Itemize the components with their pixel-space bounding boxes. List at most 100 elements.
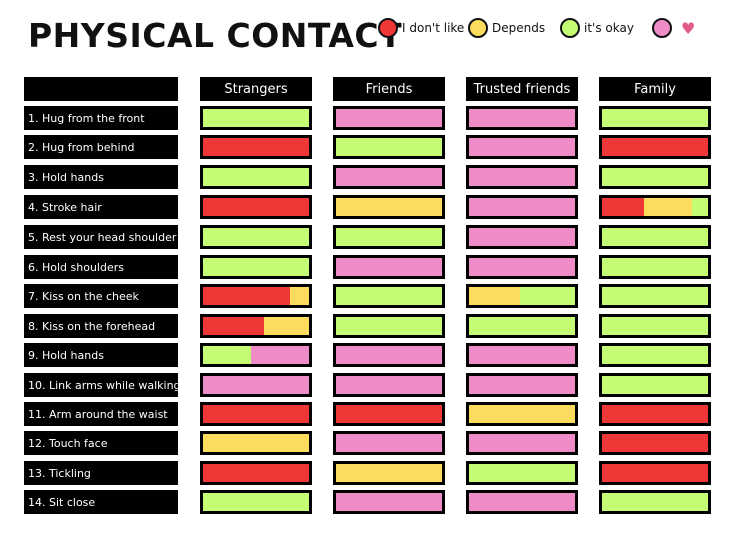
cell-segment-green (469, 464, 575, 482)
cell-segment-green (519, 287, 575, 305)
cell-segment-green (602, 376, 708, 394)
cell-segment-yellow (469, 405, 575, 423)
legend-item-green: it's okay (560, 18, 634, 38)
table-cell (466, 461, 578, 485)
legend-item-red: I don't like (378, 18, 464, 38)
cell-segment-pink (336, 376, 442, 394)
table-cell (333, 402, 445, 426)
cell-segment-green (203, 109, 309, 127)
legend-yellow-dot (468, 18, 488, 38)
table-cell (599, 106, 711, 130)
cell-segment-green (336, 228, 442, 246)
table-cell (333, 255, 445, 279)
cell-segment-red (602, 434, 708, 452)
cell-segment-green (602, 346, 708, 364)
row-label: 6. Hold shoulders (24, 255, 178, 279)
table-cell (333, 135, 445, 159)
row-label: 12. Touch face (24, 431, 178, 455)
cell-segment-red (602, 464, 708, 482)
table-cell (466, 490, 578, 514)
table-cell (599, 225, 711, 249)
cell-segment-pink (469, 138, 575, 156)
row-label: 5. Rest your head shoulder (24, 225, 178, 249)
cell-segment-green (203, 346, 251, 364)
table-cell (466, 373, 578, 397)
table-cell (599, 343, 711, 367)
page-title: PHYSICAL CONTACT (28, 16, 403, 55)
table-cell (466, 255, 578, 279)
cell-segment-green (602, 228, 708, 246)
table-cell (333, 461, 445, 485)
cell-segment-green (602, 109, 708, 127)
cell-segment-green (336, 138, 442, 156)
table-cell (200, 461, 312, 485)
table-cell (200, 373, 312, 397)
row-label: 1. Hug from the front (24, 106, 178, 130)
cell-segment-yellow (289, 287, 309, 305)
table-cell (200, 431, 312, 455)
cell-segment-green (203, 168, 309, 186)
cell-segment-pink (336, 109, 442, 127)
table-cell (200, 195, 312, 219)
cell-segment-pink (469, 376, 575, 394)
table-cell (333, 165, 445, 189)
table-cell (200, 284, 312, 308)
table-cell (466, 343, 578, 367)
cell-segment-red (602, 405, 708, 423)
table-cell (466, 225, 578, 249)
legend-item-pink: ♥ (652, 18, 695, 38)
table-cell (200, 106, 312, 130)
cell-segment-yellow (469, 287, 520, 305)
table-cell (200, 343, 312, 367)
table-cell (466, 284, 578, 308)
cell-segment-green (602, 168, 708, 186)
legend-label: I don't like (402, 21, 465, 35)
table-corner (24, 77, 178, 101)
row-label: 11. Arm around the waist (24, 402, 178, 426)
cell-segment-yellow (644, 198, 693, 216)
row-label: 7. Kiss on the cheek (24, 284, 178, 308)
table-cell (466, 165, 578, 189)
table-cell (466, 195, 578, 219)
cell-segment-yellow (336, 198, 442, 216)
table-cell (599, 431, 711, 455)
cell-segment-pink (469, 168, 575, 186)
cell-segment-pink (250, 346, 309, 364)
cell-segment-red (203, 464, 309, 482)
cell-segment-green (602, 258, 708, 276)
cell-segment-green (602, 493, 708, 511)
table-cell (599, 195, 711, 219)
row-label: 13. Tickling (24, 461, 178, 485)
table-cell (466, 135, 578, 159)
column-header-friends: Friends (333, 77, 445, 101)
table-cell (599, 373, 711, 397)
table-cell (200, 402, 312, 426)
table-cell (333, 225, 445, 249)
cell-segment-pink (336, 346, 442, 364)
table-cell (333, 373, 445, 397)
cell-segment-red (203, 198, 309, 216)
cell-segment-pink (469, 109, 575, 127)
cell-segment-yellow (336, 464, 442, 482)
cell-segment-yellow (264, 317, 309, 335)
cell-segment-pink (469, 493, 575, 511)
cell-segment-green (203, 228, 309, 246)
column-header-family: Family (599, 77, 711, 101)
cell-segment-red (203, 317, 265, 335)
cell-segment-pink (336, 258, 442, 276)
table-cell (599, 284, 711, 308)
row-label: 8. Kiss on the forehead (24, 314, 178, 338)
table-cell (333, 284, 445, 308)
cell-segment-red (203, 287, 290, 305)
legend-item-yellow: Depends (468, 18, 545, 38)
column-header-trusted-friends: Trusted friends (466, 77, 578, 101)
cell-segment-pink (469, 434, 575, 452)
row-label: 4. Stroke hair (24, 195, 178, 219)
cell-segment-green (336, 287, 442, 305)
row-label: 9. Hold hands (24, 343, 178, 367)
cell-segment-pink (469, 258, 575, 276)
cell-segment-green (469, 317, 575, 335)
cell-segment-red (602, 198, 645, 216)
cell-segment-yellow (203, 434, 309, 452)
cell-segment-red (203, 138, 309, 156)
